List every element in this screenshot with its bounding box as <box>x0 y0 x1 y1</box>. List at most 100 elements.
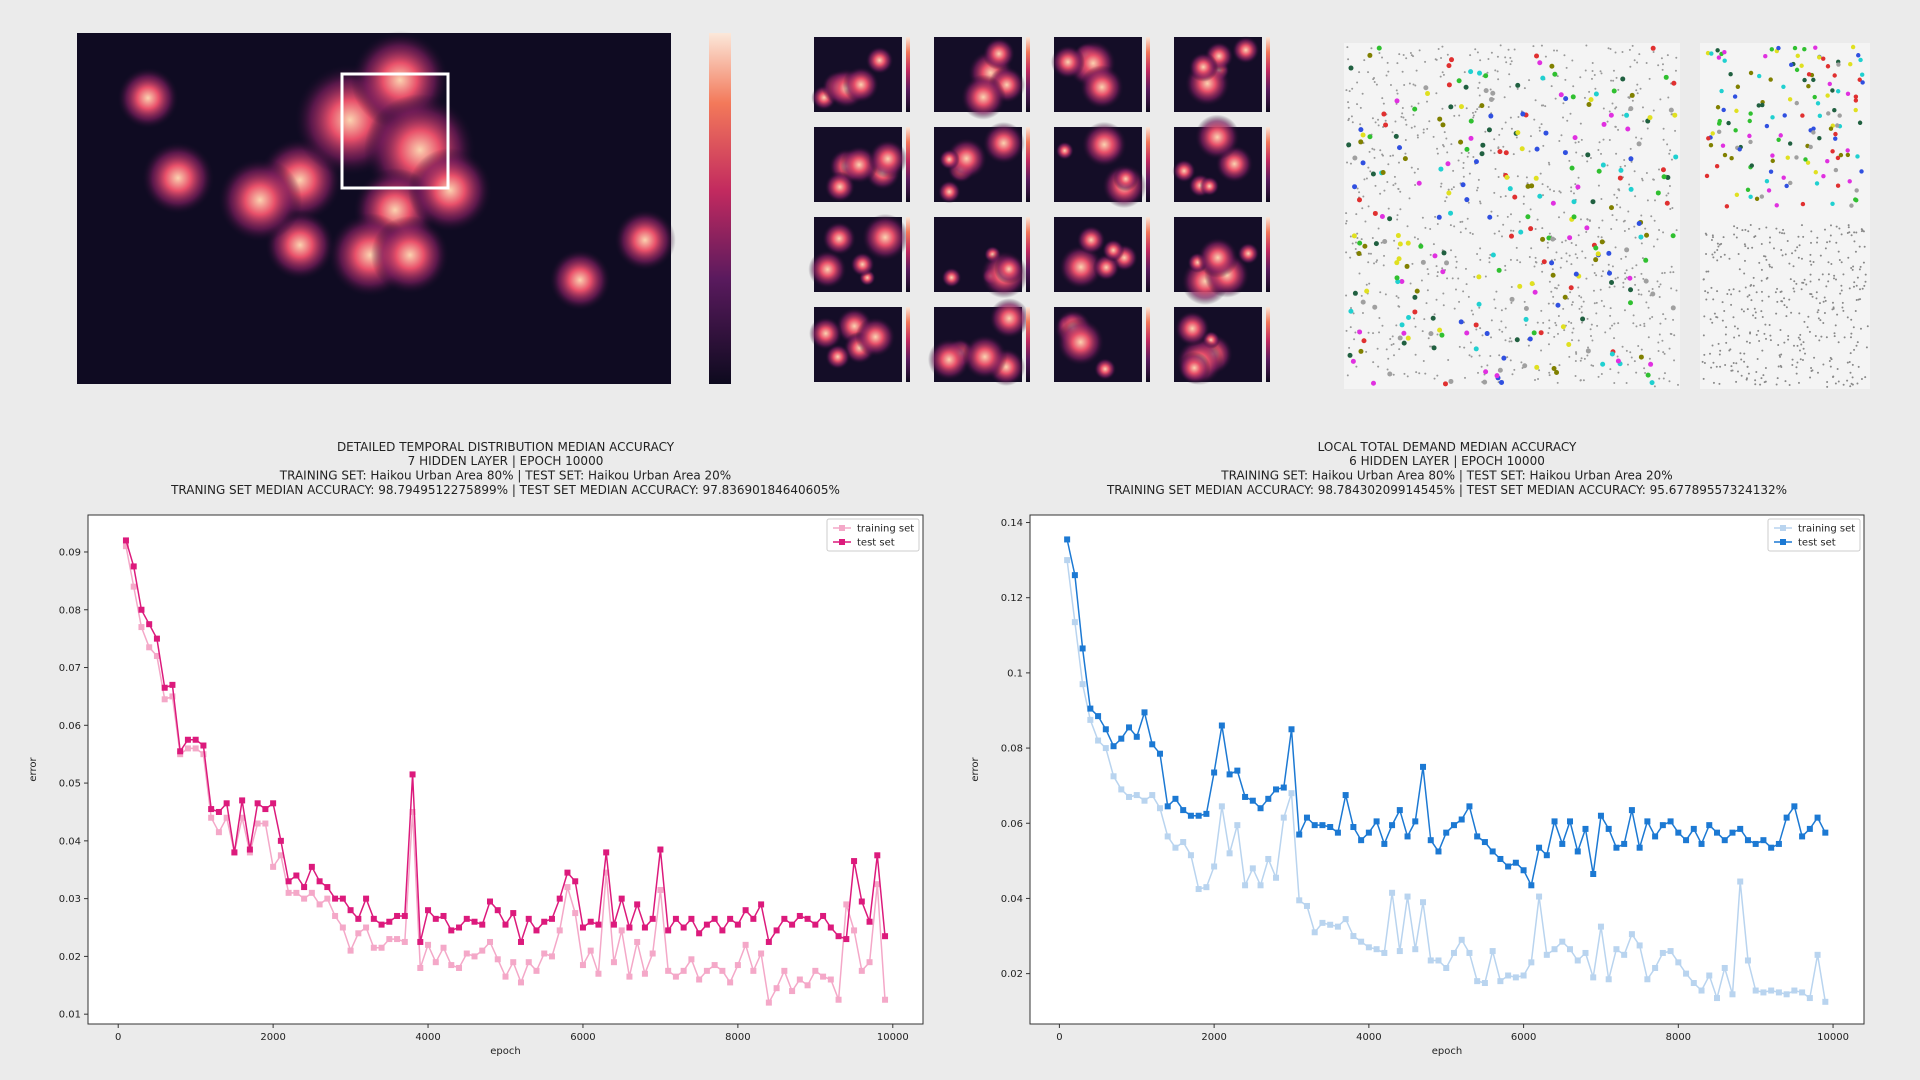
map-dot <box>1424 60 1427 63</box>
map-dot <box>1625 349 1628 352</box>
series-marker <box>1450 822 1457 829</box>
series-marker <box>1242 793 1249 800</box>
map-dot <box>1735 236 1738 239</box>
map-dot <box>1554 286 1557 289</box>
map-dot <box>1499 44 1502 47</box>
map-dot <box>1833 335 1836 338</box>
map-dot <box>1367 71 1370 74</box>
mini-blob <box>1237 242 1260 265</box>
map-dot <box>1791 252 1794 255</box>
map-dot <box>1426 127 1429 130</box>
series-marker <box>719 967 726 974</box>
map-dot <box>1611 214 1614 217</box>
map-dot <box>1656 280 1659 283</box>
series-marker <box>641 924 648 931</box>
series-marker <box>1590 974 1597 981</box>
mini-blob <box>861 213 909 261</box>
map-dot <box>1554 369 1560 375</box>
series-marker <box>1358 938 1365 945</box>
map-dot <box>1476 274 1482 280</box>
map-dot <box>1669 149 1672 152</box>
map-dot <box>1743 272 1746 275</box>
map-dot <box>1794 155 1799 160</box>
map-dot <box>1666 54 1669 57</box>
series-marker <box>1597 812 1604 819</box>
map-dot <box>1768 263 1771 266</box>
map-dot <box>1828 240 1831 243</box>
map-dot <box>1350 358 1356 364</box>
map-dot <box>1507 186 1513 192</box>
map-dot <box>1608 205 1614 211</box>
series-marker <box>324 884 331 891</box>
map-dot <box>1441 45 1444 48</box>
series-marker <box>1597 923 1604 930</box>
map-dot <box>1792 265 1795 268</box>
map-dot <box>1793 280 1796 283</box>
map-dot <box>1846 361 1849 364</box>
series-marker <box>1582 949 1589 956</box>
series-marker <box>1427 957 1434 964</box>
series-marker <box>448 927 455 934</box>
map-dot <box>1367 166 1370 169</box>
series-marker <box>1775 840 1782 847</box>
map-dot <box>1558 190 1561 193</box>
map-dot <box>1720 143 1726 148</box>
map-dot <box>1523 300 1526 303</box>
map-dot <box>1733 336 1736 339</box>
map-dot <box>1709 352 1712 355</box>
series-marker <box>789 921 796 928</box>
series-marker <box>742 941 749 948</box>
series-marker <box>347 907 354 914</box>
map-dot <box>1379 149 1382 152</box>
map-dot <box>1550 85 1553 88</box>
map-dot <box>1816 241 1819 244</box>
map-dot <box>1658 333 1661 336</box>
map-dot <box>1416 168 1419 171</box>
map-dot <box>1509 258 1512 261</box>
map-dot <box>1458 345 1461 348</box>
map-dot <box>1705 252 1708 255</box>
map-dot <box>1488 113 1494 119</box>
series-marker <box>1280 784 1287 791</box>
series-marker <box>138 624 145 631</box>
series-marker <box>564 884 571 891</box>
series-marker <box>603 849 610 856</box>
map-dot <box>1391 335 1394 338</box>
map-dot <box>1432 135 1435 138</box>
map-dot <box>1716 290 1719 293</box>
map-dot <box>1479 327 1482 330</box>
map-dot <box>1623 230 1626 233</box>
map-dot <box>1586 354 1589 357</box>
map-dot <box>1534 379 1537 382</box>
series-marker <box>1156 805 1163 812</box>
map-dot <box>1641 177 1644 180</box>
map-dot <box>1579 359 1582 362</box>
map-dot <box>1590 323 1593 326</box>
map-dot <box>1577 140 1580 143</box>
map-dot <box>1670 287 1673 290</box>
map-dot <box>1402 54 1405 57</box>
map-dot <box>1779 355 1782 358</box>
map-dot <box>1749 163 1754 168</box>
map-dot <box>1747 133 1752 139</box>
map-dot <box>1809 260 1812 263</box>
map-dot <box>1399 279 1405 285</box>
map-dot <box>1658 228 1661 231</box>
series-marker <box>262 806 269 813</box>
series-marker <box>1714 995 1721 1002</box>
series-marker <box>874 852 881 859</box>
series-marker <box>425 941 432 948</box>
map-dot <box>1410 105 1413 108</box>
map-dot <box>1818 302 1821 305</box>
map-dot <box>1461 220 1464 223</box>
map-dot <box>1703 361 1706 364</box>
series-marker <box>1234 767 1241 774</box>
map-dot <box>1847 179 1852 184</box>
map-dot <box>1627 275 1633 281</box>
series-marker <box>649 915 656 922</box>
map-dot <box>1487 57 1490 60</box>
map-dot <box>1490 90 1496 96</box>
map-dot <box>1732 288 1735 291</box>
series-marker <box>1768 987 1775 994</box>
map-dot <box>1610 79 1613 82</box>
